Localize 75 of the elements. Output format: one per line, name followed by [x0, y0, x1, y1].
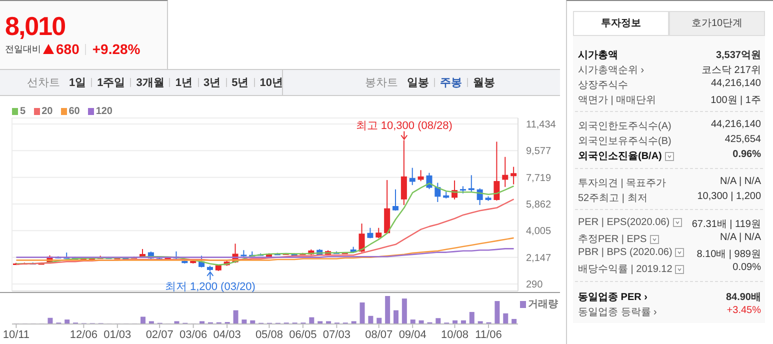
text: 3년	[204, 76, 221, 90]
text: 호가10단계	[669, 11, 765, 36]
x-tick-label: 09/04	[398, 328, 426, 341]
text: 동일업종 등락률 ›	[578, 306, 657, 319]
y-tick-label: 11,434	[526, 120, 556, 131]
text: 동일업종 PER ›	[578, 291, 648, 304]
text: 외국인한도주식수(A)	[578, 120, 672, 133]
text: 44,216,140	[710, 119, 761, 130]
x-tick-label: 05/08	[255, 328, 283, 341]
text: 투자의견 | 목표주가	[578, 177, 666, 190]
text: 8,010	[5, 11, 66, 42]
text: 5년	[232, 76, 249, 90]
text: 배당수익률 | 2019.12	[578, 263, 672, 276]
text: 시가총액	[578, 49, 618, 62]
x-tick-label: 11/06	[475, 328, 502, 341]
text: 84.90배	[726, 291, 761, 304]
legend-label: 거래량	[528, 298, 558, 311]
x-tick-label: 02/07	[146, 328, 174, 341]
text: 전일대비	[5, 42, 41, 56]
text: 1주일	[97, 76, 126, 90]
text: 3개월	[136, 76, 164, 90]
legend-label: 120	[96, 106, 112, 117]
x-tick-label: 10/11	[2, 328, 30, 341]
text: 425,654	[724, 134, 761, 145]
text: N/A | N/A	[720, 232, 761, 243]
text: 봉차트	[365, 76, 398, 90]
text: 10,300 | 1,200	[697, 191, 761, 202]
text: 3,537억원	[716, 49, 761, 62]
text: 선차트	[27, 76, 60, 90]
text: 44,216,140	[710, 78, 761, 89]
text: 1일	[69, 76, 86, 90]
annotation: 최고 10,300 (08/28)	[356, 120, 452, 132]
text: 상장주식수	[578, 79, 628, 92]
text: PBR | BPS (2020.06)	[578, 247, 672, 258]
text: 외국인소진율(B/A)	[578, 150, 662, 163]
text: +9.28%	[92, 41, 140, 57]
text: 8.10배 | 989원	[696, 248, 761, 261]
text: PER | EPS(2020.06)	[578, 217, 670, 228]
x-tick-label: 07/03	[322, 328, 350, 341]
text: 10년	[260, 76, 283, 90]
y-tick-label: 290	[526, 280, 544, 291]
text: 680	[56, 41, 80, 57]
x-tick-label: 03/06	[180, 328, 208, 341]
x-tick-label: 12/06	[70, 328, 98, 341]
text: 일봉	[407, 76, 429, 90]
x-tick-label: 08/07	[365, 328, 393, 341]
text: 67.31배 | 119원	[692, 218, 761, 231]
y-tick-label: 9,577	[526, 146, 552, 158]
text: 0.96%	[732, 149, 761, 160]
legend-label: 60	[68, 106, 80, 117]
text: 100원 | 1주	[710, 94, 761, 107]
text: 1년	[175, 76, 192, 90]
y-tick-label: 7,719	[526, 172, 552, 184]
x-tick-label: 10/08	[440, 328, 469, 341]
annotation: 최저 1,200 (03/20)	[164, 280, 256, 293]
text: 추정PER | EPS	[578, 233, 647, 246]
y-tick-label: 4,005	[526, 226, 552, 238]
text: +3.45%	[726, 305, 761, 316]
legend-label: 20	[42, 106, 53, 117]
text: 월봉	[473, 76, 495, 90]
text: 시가총액순위 ›	[578, 64, 644, 77]
text: 52주최고 | 최저	[578, 192, 648, 205]
text: 주봉	[440, 76, 462, 90]
text: 액면가 | 매매단위	[578, 94, 656, 107]
legend-label: 5	[20, 106, 26, 117]
x-tick-label: 01/03	[104, 328, 132, 341]
text: 코스닥 217위	[702, 64, 761, 77]
text: 투자정보	[573, 11, 669, 36]
text: N/A | N/A	[720, 176, 761, 187]
text: 외국인보유주식수(B)	[578, 135, 672, 148]
x-tick-label: 06/05	[289, 328, 317, 341]
text: 0.09%	[732, 262, 761, 273]
x-tick-label: 04/03	[213, 328, 241, 341]
y-tick-label: 5,862	[526, 200, 552, 211]
y-tick-label: 2,147	[526, 252, 552, 264]
